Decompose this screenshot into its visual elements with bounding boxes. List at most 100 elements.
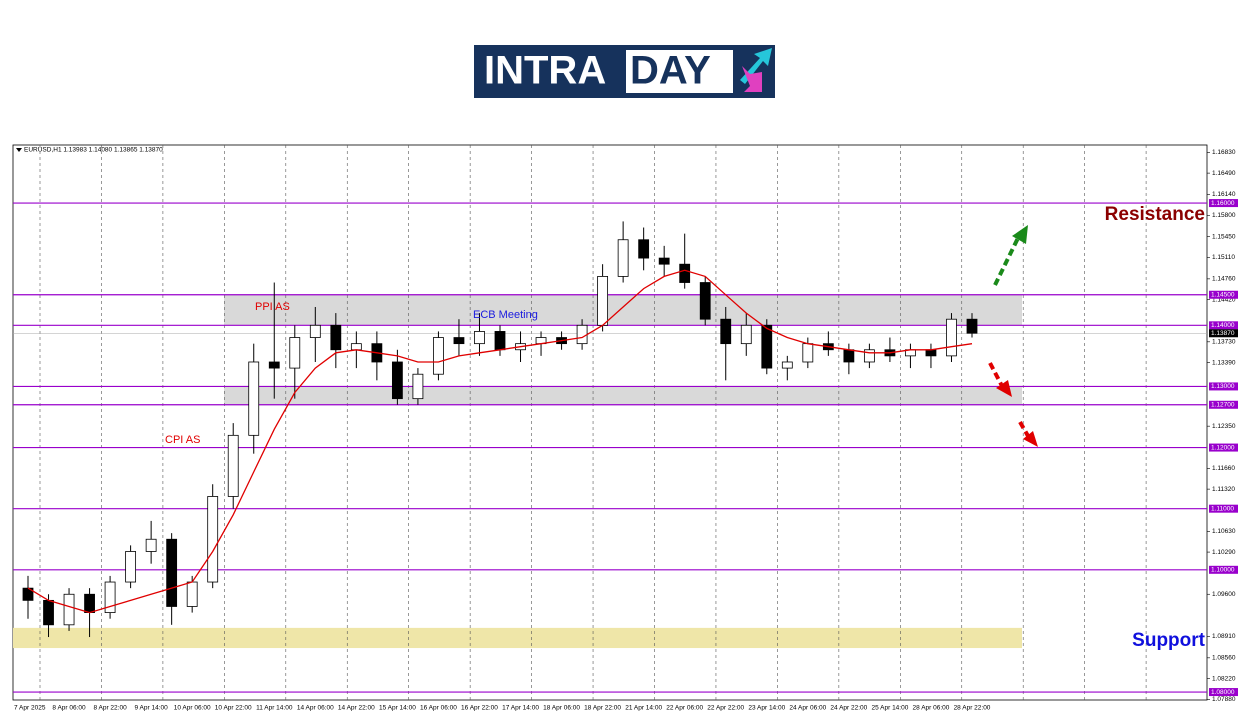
arrow-down [1018, 421, 1030, 437]
x-tick-label: 24 Apr 22:00 [830, 705, 867, 712]
level-label: 1.14500 [1211, 291, 1235, 298]
x-tick-label: 16 Apr 22:00 [461, 705, 498, 712]
candle-body [227, 434, 239, 497]
candle-body [104, 581, 116, 613]
y-tick-label: 1.16830 [1212, 149, 1236, 156]
candle-body [330, 324, 342, 351]
candle-body [84, 593, 95, 613]
candle-body [474, 331, 485, 345]
logo-box [626, 50, 733, 93]
x-tick-label: 9 Apr 14:00 [135, 705, 169, 712]
level-label: 1.12000 [1211, 444, 1235, 451]
y-tick-label: 1.08910 [1212, 633, 1236, 640]
x-tick-label: 23 Apr 14:00 [748, 705, 785, 712]
candle-body [617, 239, 629, 277]
x-tick-label: 28 Apr 06:00 [913, 705, 950, 712]
arrow-head [1023, 431, 1038, 447]
level-label: 1.14000 [1211, 322, 1235, 329]
zone [13, 627, 1022, 649]
y-tick-label: 1.12350 [1212, 423, 1236, 430]
candle-body [391, 361, 403, 400]
x-tick-label: 7 Apr 2025 [14, 705, 46, 712]
candle-body [125, 551, 137, 583]
candle-body [309, 324, 321, 338]
y-tick-label: 1.16490 [1212, 170, 1236, 177]
menu-icon [16, 148, 22, 152]
level-tag [1209, 290, 1238, 299]
arrows [988, 225, 1038, 447]
logo: INTRA DAY [474, 45, 775, 98]
y-tick-label: 1.08220 [1212, 675, 1236, 682]
moving-average [27, 269, 973, 614]
support-label: Support [1132, 630, 1205, 651]
x-tick-label: 22 Apr 22:00 [707, 705, 744, 712]
candle-body [166, 538, 178, 607]
y-tick-label: 1.09600 [1212, 591, 1236, 598]
y-tick-label: 1.10630 [1212, 528, 1236, 535]
level-label: 1.10000 [1211, 567, 1235, 574]
candle-body [433, 337, 444, 375]
candle-body [761, 324, 773, 369]
y-tick-label: 1.11660 [1212, 465, 1235, 472]
current-label: 1.13870 [1211, 330, 1235, 337]
x-tick-label: 8 Apr 06:00 [52, 705, 86, 712]
x-tick-label: 16 Apr 06:00 [420, 705, 457, 712]
candle-body [925, 349, 937, 357]
level-tag [1209, 443, 1238, 452]
level-label: 1.16000 [1211, 200, 1235, 207]
x-tick-label: 18 Apr 06:00 [543, 705, 580, 712]
y-tick-label: 1.15450 [1212, 233, 1236, 240]
x-tick-label: 24 Apr 06:00 [789, 705, 826, 712]
candle-body [863, 349, 875, 363]
candle-body [207, 496, 219, 583]
y-tick-label: 1.10290 [1212, 549, 1236, 556]
candle-body [453, 337, 465, 345]
candle-body [946, 318, 957, 357]
candle-body [248, 361, 260, 436]
x-tick-label: 8 Apr 22:00 [93, 705, 127, 712]
level-tag [1209, 321, 1238, 330]
candle-body [658, 257, 670, 265]
arrow-down [988, 362, 1004, 387]
candle-body [43, 599, 54, 626]
resistance-label: Resistance [1105, 204, 1205, 225]
candle-body [186, 581, 198, 607]
x-tick-label: 14 Apr 06:00 [297, 705, 334, 712]
candle-body [699, 282, 711, 320]
annotation: CPI AS [165, 434, 200, 446]
candle-body [966, 318, 978, 334]
candle-body [720, 318, 732, 345]
y-tick-label: 1.08560 [1212, 655, 1236, 662]
logo-arrow-down [742, 66, 762, 92]
candle-body [494, 331, 506, 351]
y-tick-label: 1.14420 [1212, 296, 1236, 303]
candle-body [412, 373, 424, 400]
candle-body [63, 593, 75, 626]
plot-frame [12, 144, 1208, 701]
y-tick-label: 1.14760 [1212, 276, 1236, 283]
x-tick-label: 11 Apr 14:00 [256, 705, 293, 712]
x-tick-label: 21 Apr 14:00 [625, 705, 662, 712]
candle-body [740, 324, 752, 345]
level-label: 1.12700 [1211, 401, 1235, 408]
candle-body [679, 263, 691, 283]
level-tag [1209, 382, 1238, 391]
x-tick-label: 10 Apr 22:00 [215, 705, 252, 712]
y-tick-label: 1.11320 [1212, 486, 1235, 493]
level-label: 1.11000 [1211, 505, 1234, 512]
y-tick-label: 1.15800 [1212, 212, 1236, 219]
x-tick-label: 15 Apr 14:00 [379, 705, 416, 712]
x-tick-label: 25 Apr 14:00 [871, 705, 908, 712]
logo-right: DAY [630, 49, 711, 93]
candle-body [781, 361, 793, 369]
candle-body [638, 239, 650, 259]
candle-body [145, 538, 157, 552]
arrow-head [1012, 225, 1028, 244]
annotation: ECB Meeting [473, 309, 538, 321]
x-tick-label: 18 Apr 22:00 [584, 705, 621, 712]
candle-body [576, 324, 588, 345]
zone [224, 294, 1022, 326]
y-tick-label: 1.07880 [1212, 696, 1236, 703]
level-tag [1209, 565, 1238, 574]
